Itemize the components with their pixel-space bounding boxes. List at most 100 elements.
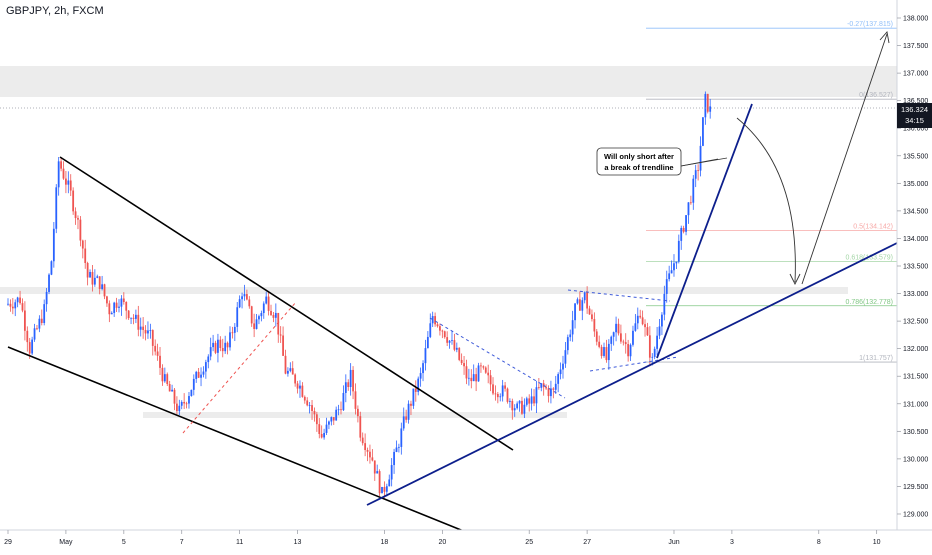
- candle-body: [545, 387, 547, 389]
- channel-upper-line[interactable]: [59, 156, 514, 451]
- candle-body: [86, 262, 89, 278]
- candle-body: [67, 180, 70, 185]
- candle-body: [656, 335, 658, 349]
- rising-trendline-main[interactable]: [366, 242, 898, 506]
- candle-body: [359, 416, 362, 438]
- candle-body: [243, 294, 246, 297]
- candle-body: [603, 347, 605, 356]
- candle-body: [342, 392, 345, 411]
- candle-body: [176, 403, 178, 412]
- candle-body: [629, 344, 632, 357]
- candle-body: [692, 178, 695, 203]
- candle-body: [451, 340, 453, 341]
- candle-body: [156, 351, 159, 356]
- candle-body: [414, 388, 417, 392]
- candle-body: [455, 347, 458, 350]
- candle-body: [617, 323, 620, 334]
- candle-body: [320, 433, 323, 438]
- candle-body: [315, 414, 318, 425]
- candle-body: [639, 315, 642, 318]
- candle-body: [260, 313, 263, 317]
- support-zone-mid: [0, 287, 848, 294]
- candle-body: [60, 161, 62, 169]
- fib-retracement[interactable]: -0.27(137.815) 0(136.527) 0.5(134.142) 0.61…: [646, 21, 897, 363]
- candle-body: [197, 371, 200, 378]
- candle-body: [190, 389, 193, 397]
- projected-rise-arrow[interactable]: [801, 33, 888, 285]
- fib-level-label: 0(136.527): [859, 92, 893, 99]
- candle-body: [79, 219, 82, 241]
- candle-body: [318, 424, 321, 434]
- resistance-zone: [0, 66, 897, 97]
- price-tick-label: 129.000: [903, 511, 928, 518]
- candle-body: [171, 389, 173, 392]
- candle-body: [535, 387, 538, 404]
- fib-level-label: -0.27(137.815): [847, 21, 893, 28]
- candle-body: [583, 292, 586, 301]
- price-tick-label: 130.500: [903, 429, 928, 436]
- candle-body: [661, 314, 663, 327]
- projected-drop-arrow[interactable]: [736, 117, 796, 283]
- candle-body: [632, 330, 634, 345]
- dashed-blue-wedge-upper[interactable]: [429, 317, 566, 399]
- candle-body: [494, 393, 497, 395]
- candle-body: [364, 443, 367, 451]
- candle-body: [439, 326, 441, 331]
- candle-body: [702, 117, 704, 146]
- candle-body: [559, 369, 562, 375]
- candle-body: [663, 293, 666, 315]
- dashed-blue-triangle-upper[interactable]: [567, 289, 671, 302]
- candle-body: [308, 405, 311, 406]
- candle-body: [521, 400, 523, 414]
- candle-body: [231, 332, 234, 334]
- candle-body: [564, 350, 567, 364]
- candle-body: [373, 460, 376, 474]
- candle-body: [274, 312, 277, 318]
- candle-body: [593, 319, 596, 332]
- price-tick-label: 132.000: [903, 346, 928, 353]
- candle-body: [574, 303, 576, 321]
- candle-body: [393, 451, 395, 466]
- candle-body: [441, 330, 444, 332]
- price-tick-label: 131.500: [903, 374, 928, 381]
- candle-body: [624, 342, 627, 345]
- candle-body: [122, 298, 125, 303]
- steep-trendline[interactable]: [656, 103, 753, 359]
- time-tick-label: 13: [294, 539, 302, 546]
- time-tick-label: 20: [438, 539, 446, 546]
- candle-body: [166, 374, 169, 385]
- candle-body: [255, 319, 258, 329]
- candle-body: [262, 303, 265, 314]
- candle-body: [328, 421, 330, 425]
- price-tick-label: 134.500: [903, 208, 928, 215]
- time-tick-label: May: [59, 539, 73, 546]
- dashed-blue-triangle-lower[interactable]: [589, 356, 679, 372]
- candle-body: [443, 331, 446, 338]
- candle-body: [142, 326, 145, 331]
- candle-body: [108, 303, 111, 315]
- candle-body: [557, 374, 560, 384]
- candle-body: [173, 389, 176, 404]
- candle-body: [369, 451, 371, 458]
- candle-body: [337, 409, 340, 411]
- candle-body: [270, 310, 272, 315]
- dashed-red-trendline[interactable]: [182, 301, 297, 434]
- time-tick-label: 25: [525, 539, 533, 546]
- candle-body: [361, 437, 364, 444]
- candle-body: [653, 348, 656, 357]
- price-tick-label: 133.000: [903, 291, 928, 298]
- candle-body: [207, 356, 210, 363]
- price-axis[interactable]: 138.000 137.500 137.000 136.500 136.000 135.5…: [896, 0, 932, 550]
- time-tick-label: 10: [873, 539, 881, 546]
- candle-body: [296, 383, 299, 389]
- time-axis[interactable]: 29 May 5 7 11 13 18 20 25 27 Jun 3 8 10: [0, 529, 932, 550]
- candle-body: [301, 385, 304, 397]
- candle-body: [395, 447, 398, 452]
- candle-body: [480, 365, 482, 367]
- channel-lower-line[interactable]: [7, 346, 467, 533]
- candle-body: [699, 145, 702, 171]
- callout-box[interactable]: [596, 147, 682, 176]
- candle-body: [670, 270, 673, 274]
